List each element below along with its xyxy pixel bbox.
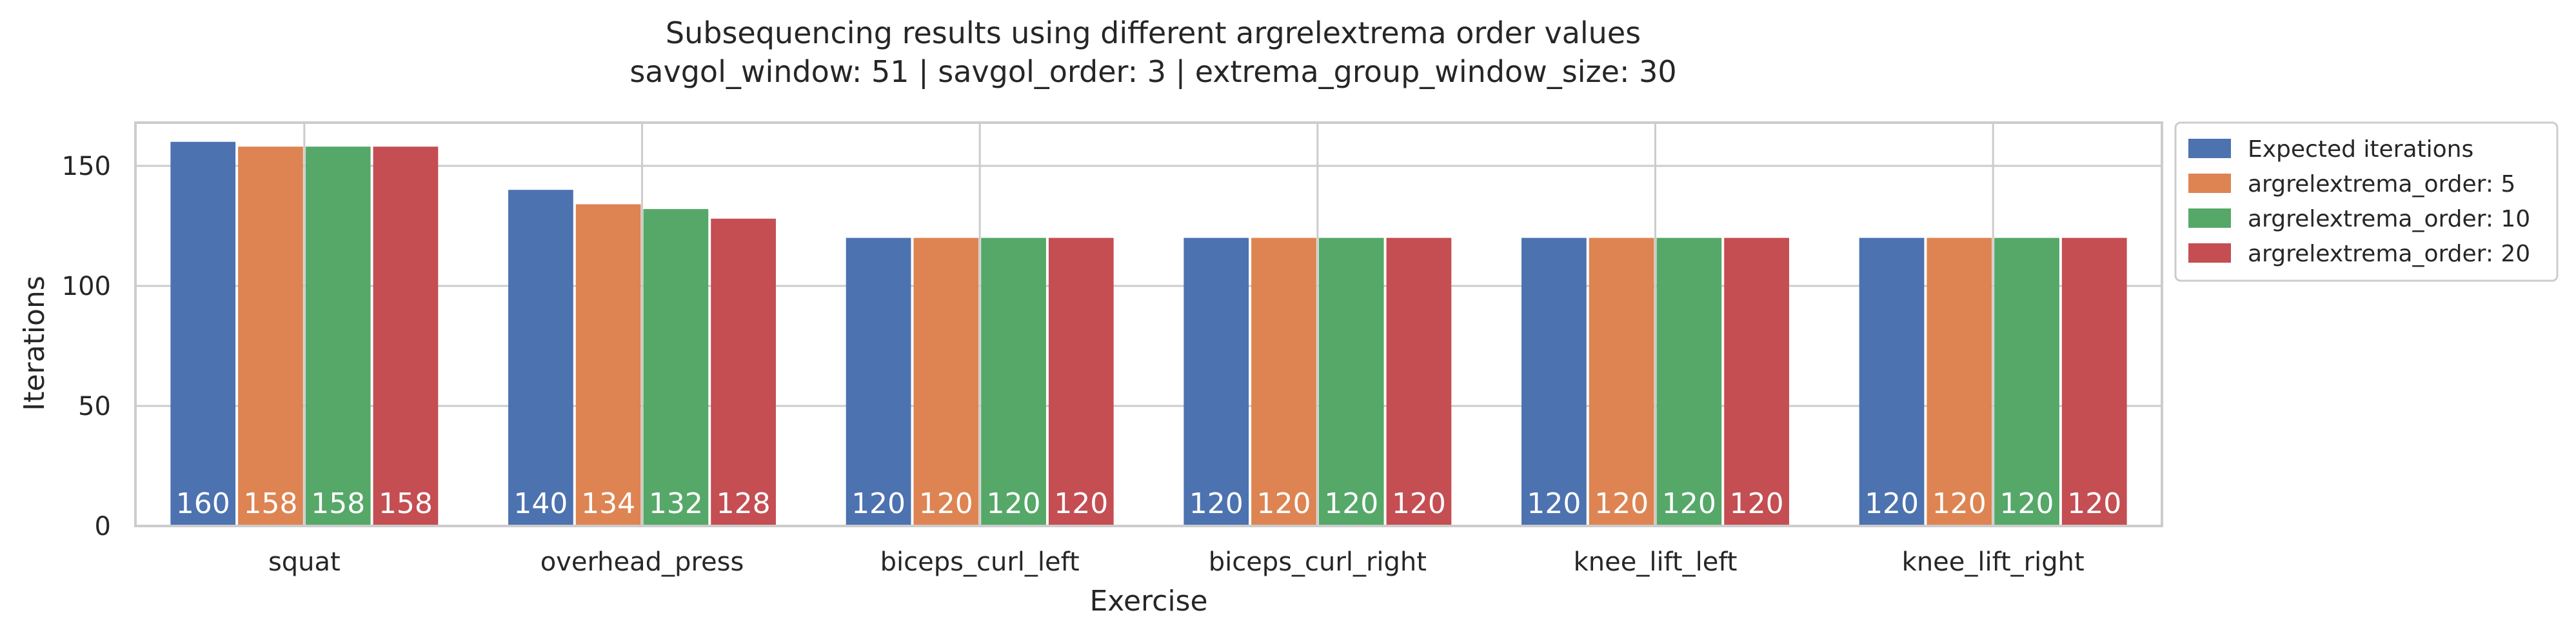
y-tick-label: 50 bbox=[78, 392, 111, 421]
grid bbox=[135, 123, 2162, 527]
bar-value-label: 120 bbox=[1189, 487, 1243, 520]
legend-swatch bbox=[2188, 139, 2231, 158]
y-axis-label: Iterations bbox=[18, 276, 51, 411]
bar-value-label: 120 bbox=[1594, 487, 1649, 520]
bar bbox=[508, 190, 573, 527]
bar-value-label: 120 bbox=[851, 487, 906, 520]
bar-value-label: 120 bbox=[1054, 487, 1108, 520]
bar bbox=[305, 147, 371, 526]
bar bbox=[1184, 238, 1249, 526]
bar bbox=[170, 141, 236, 526]
legend-frame bbox=[2174, 121, 2559, 282]
legend-swatch bbox=[2188, 208, 2231, 228]
bar bbox=[2061, 238, 2127, 526]
bar bbox=[1048, 238, 1114, 526]
x-tick-label: biceps_curl_right bbox=[1209, 547, 1427, 577]
bar bbox=[981, 238, 1046, 526]
bar-value-label: 140 bbox=[513, 487, 568, 520]
legend-label: argrelextrema_order: 10 bbox=[2248, 206, 2530, 232]
bar bbox=[846, 238, 911, 526]
bar-value-label: 134 bbox=[581, 487, 635, 520]
x-tick-label: biceps_curl_left bbox=[880, 547, 1080, 577]
bar bbox=[575, 204, 641, 526]
chart-title: Subsequencing results using different ar… bbox=[666, 15, 1641, 50]
bar bbox=[373, 147, 439, 526]
bar bbox=[1859, 238, 1925, 526]
bars bbox=[170, 141, 2127, 527]
bar bbox=[1386, 238, 1452, 526]
bar bbox=[1927, 238, 1992, 526]
bar-value-label: 120 bbox=[919, 487, 973, 520]
legend-label: Expected iterations bbox=[2248, 136, 2473, 163]
bar bbox=[1318, 238, 1384, 526]
bar-value-label: 158 bbox=[379, 487, 433, 520]
bar-value-label: 158 bbox=[243, 487, 297, 520]
bar-value-label: 120 bbox=[1256, 487, 1311, 520]
legend-label: argrelextrema_order: 20 bbox=[2248, 241, 2530, 267]
bar bbox=[1994, 238, 2059, 526]
bar-value-label: 120 bbox=[2067, 487, 2121, 520]
bar-value-label: 120 bbox=[1865, 487, 1919, 520]
bar bbox=[913, 238, 979, 526]
bar bbox=[711, 218, 776, 526]
bar-labels: 160 140 120 120 120 120 158 134 120 120 120 120 158 1… bbox=[176, 487, 2122, 520]
x-tick-label: overhead_press bbox=[540, 547, 744, 577]
bar bbox=[1656, 238, 1722, 526]
bar-value-label: 158 bbox=[311, 487, 365, 520]
y-tick-label: 150 bbox=[62, 152, 111, 181]
bar bbox=[1589, 238, 1654, 526]
plot-frame bbox=[134, 121, 2163, 527]
bar bbox=[238, 147, 303, 526]
chart-subtitle: savgol_window: 51 | savgol_order: 3 | ex… bbox=[629, 54, 1676, 90]
x-tick-label: squat bbox=[268, 547, 341, 577]
bar-value-label: 120 bbox=[1392, 487, 1446, 520]
bar bbox=[643, 208, 709, 526]
bar-value-label: 120 bbox=[1932, 487, 1986, 520]
x-tick-label: knee_lift_left bbox=[1574, 547, 1738, 577]
x-tick-label: knee_lift_right bbox=[1902, 547, 2085, 577]
x-axis-label: Exercise bbox=[1089, 585, 1207, 618]
y-tick-label: 100 bbox=[62, 272, 111, 301]
y-tick-label: 0 bbox=[95, 512, 111, 541]
x-axis-ticks: squat overhead_press biceps_curl_left bicep… bbox=[268, 547, 2085, 577]
bar-value-label: 132 bbox=[649, 487, 703, 520]
bar bbox=[1521, 238, 1587, 526]
bar-value-label: 120 bbox=[1527, 487, 1581, 520]
bar-value-label: 120 bbox=[987, 487, 1041, 520]
bar-value-label: 120 bbox=[2000, 487, 2054, 520]
bar bbox=[1724, 238, 1789, 526]
bar bbox=[1251, 238, 1316, 526]
legend-swatch bbox=[2188, 243, 2231, 263]
legend-swatch bbox=[2188, 174, 2231, 193]
y-axis-ticks: 0 50 100 150 bbox=[62, 152, 111, 541]
bar-value-label: 120 bbox=[1324, 487, 1378, 520]
legend-label: argrelextrema_order: 5 bbox=[2248, 171, 2515, 197]
bar-value-label: 128 bbox=[717, 487, 771, 520]
bar-value-label: 160 bbox=[176, 487, 230, 520]
legend: Expected iterations argrelextrema_order: … bbox=[2174, 121, 2559, 282]
bar-value-label: 120 bbox=[1730, 487, 1784, 520]
bar-value-label: 120 bbox=[1662, 487, 1716, 520]
